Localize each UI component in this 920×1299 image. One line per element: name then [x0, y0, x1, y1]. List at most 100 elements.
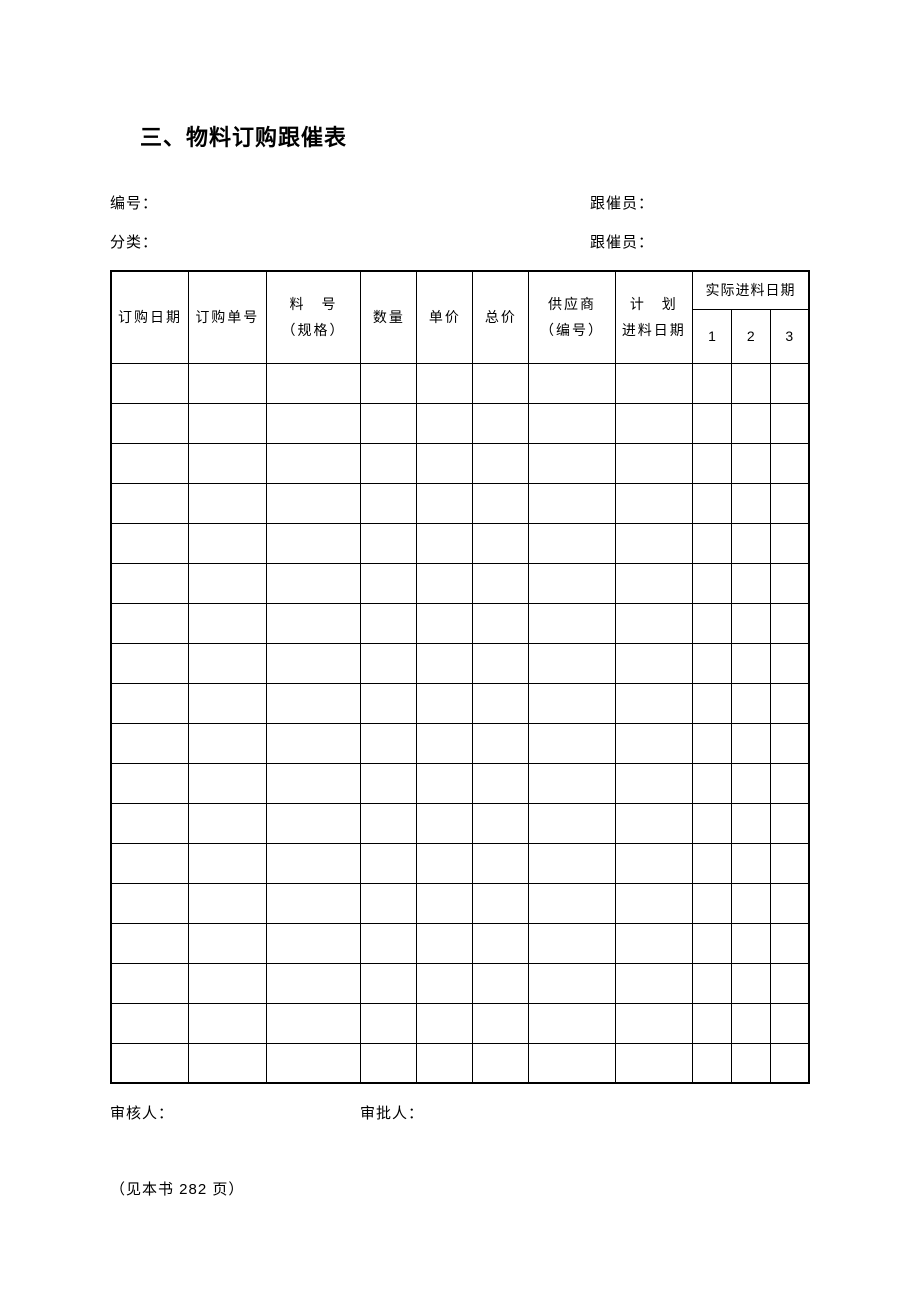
table-cell	[189, 723, 267, 763]
table-row	[111, 563, 809, 603]
table-cell	[693, 683, 732, 723]
table-cell	[189, 843, 267, 883]
table-cell	[770, 683, 809, 723]
col-total-price: 总价	[473, 271, 529, 363]
table-cell	[189, 483, 267, 523]
table-cell	[111, 523, 189, 563]
table-cell	[615, 803, 693, 843]
table-cell	[111, 923, 189, 963]
table-cell	[693, 523, 732, 563]
table-cell	[473, 523, 529, 563]
table-row	[111, 963, 809, 1003]
table-row	[111, 843, 809, 883]
meta-row-2: 分类： 跟催员：	[110, 231, 810, 252]
table-cell	[529, 1043, 615, 1083]
table-row	[111, 403, 809, 443]
table-body	[111, 363, 809, 1083]
table-cell	[615, 443, 693, 483]
table-cell	[266, 643, 361, 683]
table-cell	[189, 443, 267, 483]
table-cell	[473, 923, 529, 963]
table-cell	[770, 1043, 809, 1083]
table-cell	[731, 1043, 770, 1083]
table-row	[111, 1043, 809, 1083]
table-cell	[473, 603, 529, 643]
approver-label: 审批人：	[360, 1102, 810, 1123]
col-order-date: 订购日期	[111, 271, 189, 363]
table-cell	[693, 363, 732, 403]
table-cell	[473, 763, 529, 803]
follower-label-2: 跟催员：	[590, 231, 810, 252]
table-cell	[473, 443, 529, 483]
table-cell	[361, 603, 417, 643]
table-cell	[266, 1043, 361, 1083]
table-cell	[693, 643, 732, 683]
table-cell	[417, 403, 473, 443]
table-cell	[361, 563, 417, 603]
table-cell	[111, 563, 189, 603]
table-cell	[266, 603, 361, 643]
col-material-no-line2: （规格）	[281, 322, 345, 338]
table-cell	[417, 1003, 473, 1043]
col-actual-date-group: 实际进料日期	[693, 271, 809, 309]
table-cell	[189, 603, 267, 643]
table-cell	[615, 603, 693, 643]
table-cell	[189, 523, 267, 563]
table-cell	[266, 923, 361, 963]
table-cell	[111, 483, 189, 523]
table-cell	[361, 1003, 417, 1043]
table-cell	[417, 763, 473, 803]
table-cell	[361, 523, 417, 563]
table-row	[111, 443, 809, 483]
table-cell	[189, 683, 267, 723]
table-row	[111, 723, 809, 763]
col-actual-2: 2	[731, 309, 770, 363]
table-cell	[615, 363, 693, 403]
table-cell	[417, 683, 473, 723]
col-plan-line1: 计 划	[630, 296, 678, 312]
table-cell	[473, 963, 529, 1003]
table-cell	[529, 763, 615, 803]
table-cell	[111, 723, 189, 763]
table-cell	[417, 443, 473, 483]
table-cell	[693, 483, 732, 523]
table-cell	[615, 683, 693, 723]
page-title: 三、物料订购跟催表	[140, 120, 810, 152]
table-cell	[529, 683, 615, 723]
table-cell	[529, 923, 615, 963]
col-actual-3: 3	[770, 309, 809, 363]
table-cell	[189, 363, 267, 403]
table-cell	[473, 563, 529, 603]
table-cell	[266, 683, 361, 723]
table-cell	[529, 723, 615, 763]
col-qty: 数量	[361, 271, 417, 363]
table-cell	[417, 643, 473, 683]
table-cell	[361, 1043, 417, 1083]
table-cell	[189, 403, 267, 443]
table-cell	[770, 883, 809, 923]
table-cell	[361, 723, 417, 763]
table-cell	[417, 883, 473, 923]
table-cell	[529, 803, 615, 843]
table-cell	[361, 923, 417, 963]
table-cell	[473, 1043, 529, 1083]
table-cell	[770, 603, 809, 643]
table-cell	[111, 763, 189, 803]
table-cell	[615, 963, 693, 1003]
table-cell	[266, 803, 361, 843]
table-cell	[266, 563, 361, 603]
table-cell	[770, 803, 809, 843]
table-cell	[266, 843, 361, 883]
table-cell	[473, 363, 529, 403]
table-cell	[615, 563, 693, 603]
table-row	[111, 923, 809, 963]
table-cell	[615, 843, 693, 883]
table-cell	[417, 923, 473, 963]
table-cell	[615, 723, 693, 763]
table-cell	[693, 443, 732, 483]
col-material-no-line1: 料 号	[289, 296, 337, 312]
meta-row-1: 编号： 跟催员：	[110, 192, 810, 213]
col-supplier: 供应商 （编号）	[529, 271, 615, 363]
follower-label-1: 跟催员：	[590, 192, 810, 213]
col-supplier-line2: （编号）	[540, 322, 604, 338]
